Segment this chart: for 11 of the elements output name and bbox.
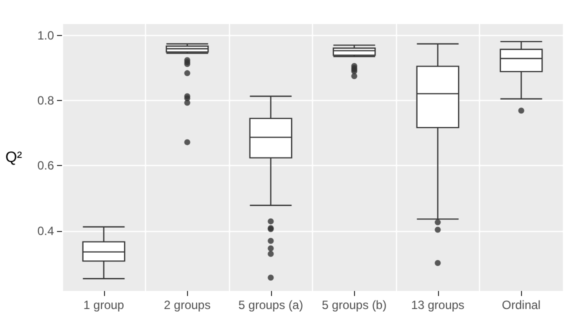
y-tick-label: 0.4	[37, 224, 54, 238]
y-tick-label: 1.0	[37, 28, 54, 42]
x-tick-label: 2 groups	[164, 298, 211, 312]
x-tick-label: 5 groups (b)	[322, 298, 387, 312]
x-tick-label: Ordinal	[502, 298, 541, 312]
x-tick-label: 1 group	[83, 298, 124, 312]
y-axis-title: Q²	[5, 149, 22, 166]
x-tick-label: 5 groups (a)	[238, 298, 304, 312]
y-tick-label: 0.6	[37, 158, 54, 173]
y-tick-label: 0.8	[37, 94, 54, 108]
x-tick-label: 13 groups	[411, 298, 464, 312]
